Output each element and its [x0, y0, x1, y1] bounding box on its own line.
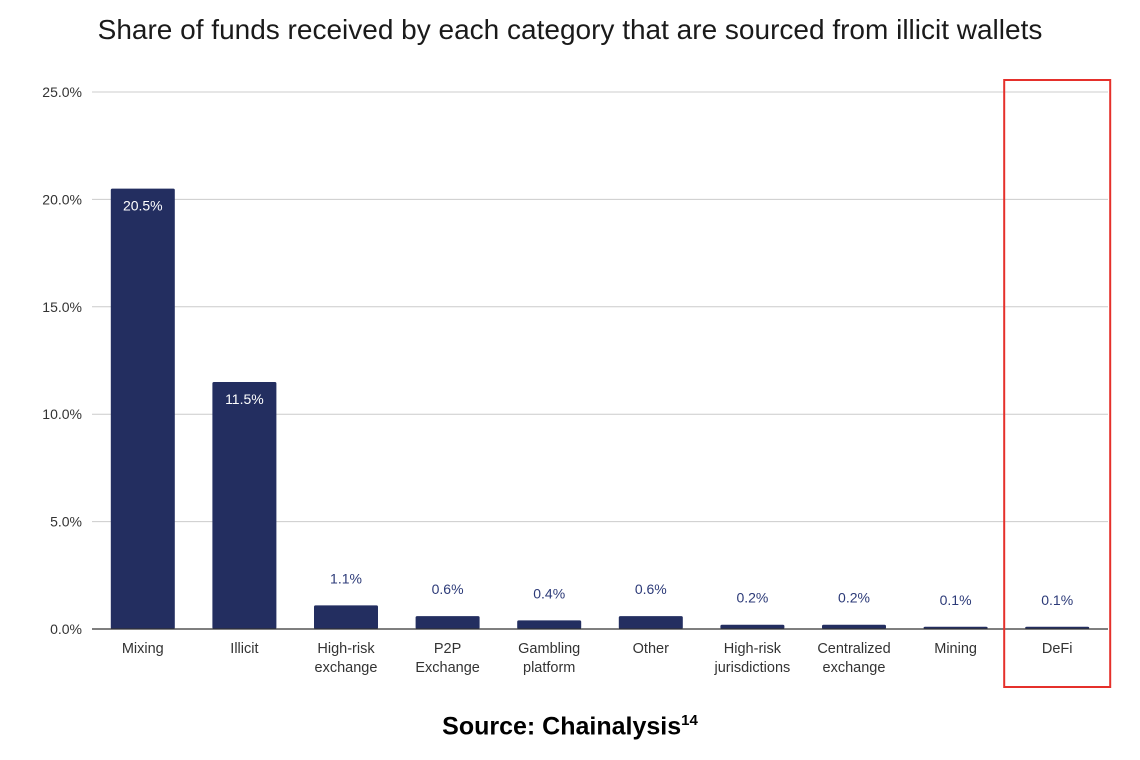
source-footnote-marker: 14 — [681, 712, 698, 729]
bar-high-risk-exchange — [314, 605, 378, 629]
data-label-high-risk-jurisdictions: 0.2% — [736, 590, 768, 606]
category-label-mixing: Mixing — [122, 641, 164, 657]
y-axis-tick-labels: 0.0% 5.0% 10.0% 15.0% 20.0% 25.0% — [42, 84, 82, 637]
x-axis-category-labels: Mixing Illicit High-risk exchange P2P Exchang… — [122, 641, 1073, 676]
bar-illicit — [212, 381, 277, 629]
data-label-p2p-exchange: 0.6% — [432, 581, 464, 597]
bar-chart: 0.0% 5.0% 10.0% 15.0% 20.0% 25.0% 20.5% 11.5% 1… — [42, 79, 1112, 688]
category-label-p2p-exchange: P2P Exchange — [415, 641, 480, 676]
data-label-other: 0.6% — [635, 581, 667, 597]
y-tick-label: 10.0% — [42, 406, 82, 422]
category-label-illicit: Illicit — [230, 641, 258, 657]
bar-other — [618, 616, 683, 629]
data-label-illicit: 11.5% — [225, 391, 264, 407]
data-labels: 20.5% 11.5% 1.1% 0.6% 0.4% 0.6% 0.2% 0.2% 0.1% 0.… — [123, 198, 1073, 608]
bar-p2p-exchange — [415, 616, 480, 629]
category-label-centralized-exchange: Centralized exchange — [817, 641, 890, 676]
category-label-defi: DeFi — [1042, 641, 1073, 657]
category-label-high-risk-exchange: High-risk exchange — [315, 641, 378, 676]
data-label-mixing: 20.5% — [123, 198, 163, 214]
y-tick-label: 15.0% — [42, 299, 82, 315]
y-tick-label: 25.0% — [42, 84, 82, 100]
chart-title: Share of funds received by each category… — [97, 14, 1043, 45]
highlight-box-layer — [1003, 79, 1112, 688]
y-tick-label: 5.0% — [50, 514, 82, 530]
bars — [110, 188, 1090, 629]
y-tick-label: 0.0% — [50, 621, 82, 637]
data-label-centralized-exchange: 0.2% — [838, 590, 870, 606]
data-label-high-risk-exchange: 1.1% — [330, 570, 362, 586]
bar-gambling-platform — [517, 620, 582, 629]
category-label-mining: Mining — [934, 641, 977, 657]
bar-high-risk-jurisdictions — [720, 624, 785, 629]
highlight-box-defi — [1003, 79, 1112, 688]
data-label-mining: 0.1% — [940, 592, 972, 608]
category-label-high-risk-jurisdictions: High-risk jurisdictions — [714, 641, 791, 676]
data-label-defi: 0.1% — [1041, 592, 1073, 608]
y-tick-label: 20.0% — [42, 191, 82, 207]
category-label-gambling-platform: Gambling platform — [518, 641, 580, 676]
source-note: Source: Chainalysis14 — [0, 712, 1140, 741]
bar-mixing — [110, 188, 175, 629]
source-text: Source: Chainalysis — [442, 712, 682, 741]
bar-centralized-exchange — [822, 624, 886, 629]
category-label-other: Other — [633, 641, 669, 657]
data-label-gambling-platform: 0.4% — [533, 585, 565, 601]
